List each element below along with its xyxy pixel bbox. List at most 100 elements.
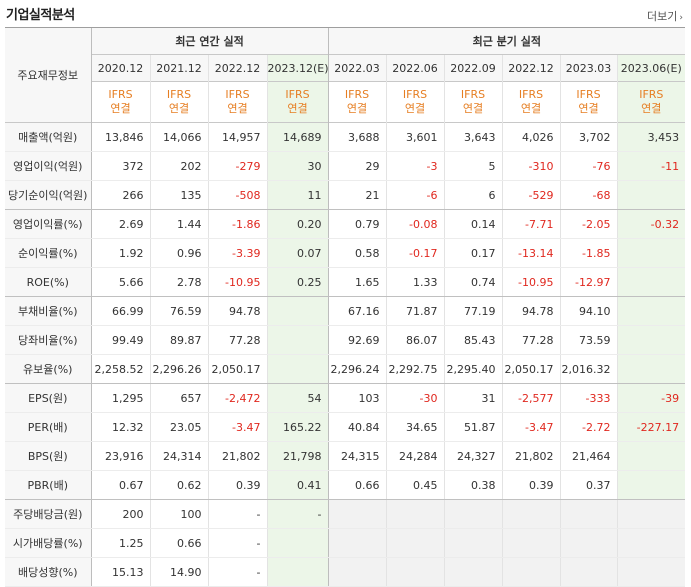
chevron-right-icon: › xyxy=(679,13,683,23)
table-cell: 94.78 xyxy=(207,296,267,326)
table-cell: 73.59 xyxy=(559,325,618,355)
accounting-standard-label: IFRS 연결 xyxy=(443,81,503,123)
ifrs-label: IFRS xyxy=(285,88,310,101)
consolidated-label: 연결 xyxy=(346,102,368,115)
table-cell: 2,296.26 xyxy=(149,354,208,384)
table-cell: 0.14 xyxy=(443,209,503,239)
table-cell: 40.84 xyxy=(327,412,387,442)
ifrs-label: IFRS xyxy=(460,88,486,101)
table-cell: -11 xyxy=(616,151,686,181)
table-cell: 34.65 xyxy=(385,412,445,442)
table-row: 영업이익률(%) 2.69 1.44 -1.86 0.20 0.79 -0.08 0.14 -7… xyxy=(5,209,686,239)
ifrs-label: IFRS xyxy=(576,88,601,101)
row-label: 순이익률(%) xyxy=(5,238,91,268)
table-cell: 2,292.75 xyxy=(385,354,445,384)
table-cell: 0.79 xyxy=(327,209,387,239)
table-cell: - xyxy=(266,499,329,529)
table-cell: -508 xyxy=(207,180,267,210)
row-label: 시가배당률(%) xyxy=(5,528,91,558)
table-cell: 0.58 xyxy=(327,238,387,268)
table-cell xyxy=(385,528,445,558)
row-label: PER(배) xyxy=(5,412,91,442)
table-cell xyxy=(616,354,686,384)
table-cell xyxy=(559,499,618,529)
table-row: 영업이익(억원) 372 202 -279 30 29 -3 5 -310 -76 -11 xyxy=(5,151,686,181)
row-label: 당기순이익(억원) xyxy=(5,180,91,210)
table-cell: -2.05 xyxy=(559,209,618,239)
table-cell: 24,327 xyxy=(443,441,503,471)
table-cell: -12.97 xyxy=(559,267,618,297)
table-row: 순이익률(%) 1.92 0.96 -3.39 0.07 0.58 -0.17 0.17 -13… xyxy=(5,238,686,268)
financial-table: 주요재무정보 최근 연간 실적 최근 분기 실적 2020.12 2021.12 2… xyxy=(5,27,686,587)
ifrs-label: IFRS xyxy=(225,88,250,101)
table-cell: 6 xyxy=(443,180,503,210)
more-link[interactable]: 더보기 › xyxy=(647,8,683,24)
table-cell: -10.95 xyxy=(501,267,561,297)
table-cell: 2.69 xyxy=(90,209,150,239)
table-cell: 5.66 xyxy=(90,267,150,297)
table-cell: 165.22 xyxy=(266,412,329,442)
table-cell: 2,016.32 xyxy=(559,354,618,384)
table-cell: -10.95 xyxy=(207,267,267,297)
table-cell xyxy=(266,354,329,384)
row-label: 주당배당금(원) xyxy=(5,499,91,529)
table-cell: 77.28 xyxy=(207,325,267,355)
table-cell: 94.78 xyxy=(501,296,561,326)
table-cell xyxy=(501,557,561,587)
table-cell: 3,453 xyxy=(616,122,686,152)
table-cell: 100 xyxy=(149,499,208,529)
table-cell: 0.17 xyxy=(443,238,503,268)
table-cell: -13.14 xyxy=(501,238,561,268)
accounting-standard-label: IFRS 연결 xyxy=(501,81,561,123)
table-cell: 21,802 xyxy=(501,441,561,471)
period-header: 2023.06(E) xyxy=(616,54,686,82)
table-cell: 66.99 xyxy=(90,296,150,326)
table-cell: 1.33 xyxy=(385,267,445,297)
table-cell: 21 xyxy=(327,180,387,210)
table-cell: 12.32 xyxy=(90,412,150,442)
table-cell: 4,026 xyxy=(501,122,561,152)
table-cell xyxy=(616,325,686,355)
table-cell: 21,464 xyxy=(559,441,618,471)
table-cell xyxy=(616,238,686,268)
consolidated-label: 연결 xyxy=(227,102,248,115)
table-cell: 0.39 xyxy=(207,470,267,500)
table-cell: -279 xyxy=(207,151,267,181)
table-cell: 2,258.52 xyxy=(90,354,150,384)
table-cell xyxy=(501,499,561,529)
row-label: EPS(원) xyxy=(5,383,91,413)
table-cell: -3.47 xyxy=(207,412,267,442)
row-label: PBR(배) xyxy=(5,470,91,500)
table-cell xyxy=(443,499,503,529)
table-cell: 21,802 xyxy=(207,441,267,471)
table-cell: 103 xyxy=(327,383,387,413)
table-cell: 135 xyxy=(149,180,208,210)
table-cell xyxy=(443,528,503,558)
accounting-standard-label: IFRS 연결 xyxy=(90,81,150,123)
table-cell: 21,798 xyxy=(266,441,329,471)
table-row: BPS(원) 23,916 24,314 21,802 21,798 24,315 24,2… xyxy=(5,441,686,471)
table-row: 주당배당금(원) 200 100- - xyxy=(5,499,686,529)
section-title: 기업실적분석 xyxy=(6,8,75,23)
period-header: 2022.06 xyxy=(385,54,445,82)
table-cell: 266 xyxy=(90,180,150,210)
table-cell: 200 xyxy=(90,499,150,529)
table-cell: 3,643 xyxy=(443,122,503,152)
table-cell: 71.87 xyxy=(385,296,445,326)
table-cell: 0.66 xyxy=(327,470,387,500)
table-cell xyxy=(385,557,445,587)
period-header: 2022.03 xyxy=(327,54,387,82)
table-cell: 2,050.17 xyxy=(207,354,267,384)
table-row: 당좌비율(%) 99.49 89.87 77.28 92.69 86.07 85.43 77.… xyxy=(5,325,686,355)
row-label: 부채비율(%) xyxy=(5,296,91,326)
table-cell: 0.38 xyxy=(443,470,503,500)
table-cell: 0.07 xyxy=(266,238,329,268)
table-cell xyxy=(616,499,686,529)
ifrs-label: IFRS xyxy=(518,88,544,101)
table-cell: 29 xyxy=(327,151,387,181)
table-cell: 0.62 xyxy=(149,470,208,500)
table-row: 시가배당률(%) 1.25 0.66- xyxy=(5,528,686,558)
table-cell xyxy=(266,528,329,558)
table-cell: 0.67 xyxy=(90,470,150,500)
table-cell: -3.47 xyxy=(501,412,561,442)
